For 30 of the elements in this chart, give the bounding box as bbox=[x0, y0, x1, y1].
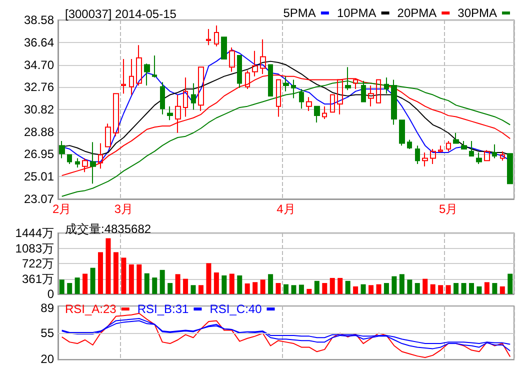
y-tick-label: 1083万 bbox=[15, 241, 54, 256]
y-tick-label: 20 bbox=[40, 352, 54, 365]
y-tick-label: 34.70 bbox=[24, 58, 54, 72]
y-tick-label: 25.01 bbox=[24, 170, 54, 184]
legend-label: 30PMA bbox=[458, 6, 497, 20]
x-tick-label: 3月 bbox=[114, 202, 134, 216]
y-tick-label: 55 bbox=[40, 326, 54, 340]
y-tick-label: 23.07 bbox=[24, 192, 54, 206]
y-tick-label: 30.82 bbox=[24, 102, 54, 117]
y-tick-label: 38.58 bbox=[24, 13, 54, 27]
legend-label: 20PMA bbox=[397, 6, 437, 20]
y-tick-label: 32.76 bbox=[24, 80, 54, 94]
x-tick-label: 5月 bbox=[438, 202, 458, 216]
legend-label: RSI_B:31 bbox=[137, 302, 190, 316]
y-tick-label: 0 bbox=[47, 287, 54, 301]
chart-title: [300037] 2014-05-15 bbox=[65, 7, 177, 21]
legend-label: RSI_A:23 bbox=[64, 302, 117, 316]
y-tick-label: 36.64 bbox=[24, 35, 54, 50]
y-tick-label: 89 bbox=[40, 301, 54, 316]
x-tick-label: 4月 bbox=[276, 202, 296, 216]
y-tick-label: 1444万 bbox=[15, 226, 54, 240]
legend-label: 5PMA bbox=[283, 6, 316, 20]
y-tick-label: 361万 bbox=[22, 272, 54, 286]
y-tick-label: 28.88 bbox=[24, 124, 54, 139]
legend-label: RSI_C:40 bbox=[210, 302, 262, 316]
y-tick-label: 26.95 bbox=[24, 147, 54, 162]
x-tick-label: 2月 bbox=[52, 202, 72, 216]
chart-title: 成交量:4835682 bbox=[65, 222, 152, 236]
legend-label: 10PMA bbox=[336, 6, 376, 20]
y-tick-label: 722万 bbox=[22, 256, 54, 270]
